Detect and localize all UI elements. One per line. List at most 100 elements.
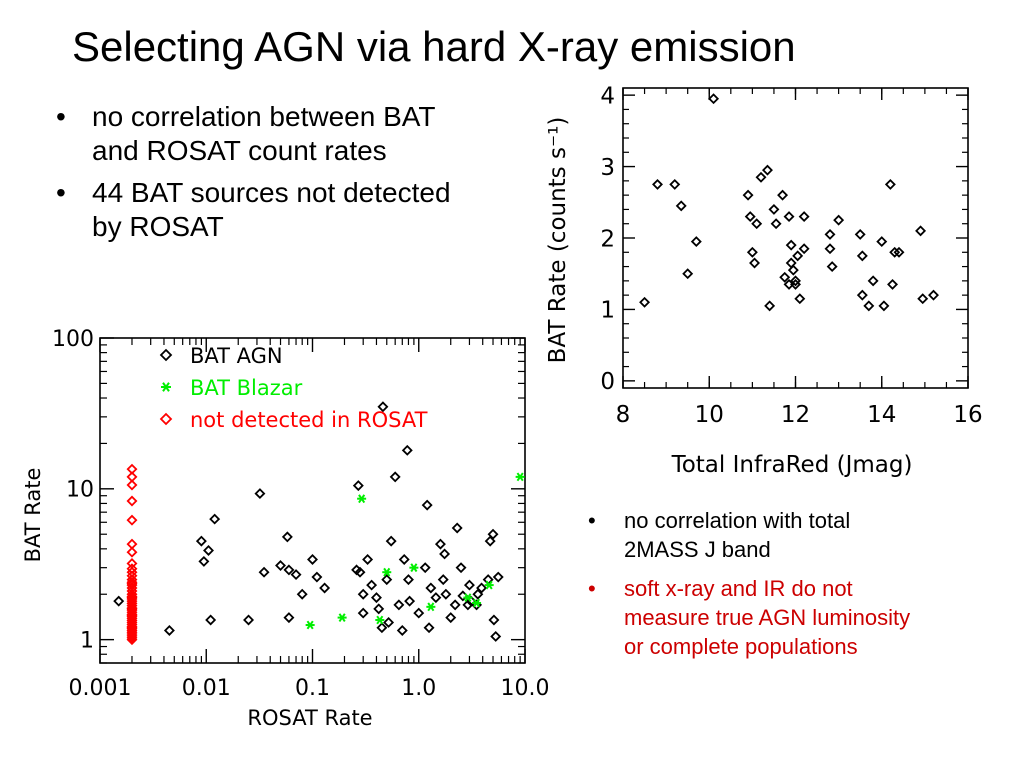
data-point-diamond [917, 293, 929, 305]
data-point-diamond [319, 582, 331, 594]
bullet-item: • no correlation with total 2MASS J band [588, 506, 928, 564]
bullet-text: 44 BAT sources not detected by ROSAT [92, 177, 451, 242]
data-point-diamond [281, 531, 293, 543]
data-point-diamond [126, 632, 138, 644]
x-tick-label: 10 [695, 402, 724, 428]
data-point-diamond [126, 628, 138, 640]
x-tick-label: 1.0 [401, 676, 436, 701]
y-axis-label: BAT Rate (counts s⁻¹) [545, 117, 571, 364]
data-point-diamond [690, 236, 702, 248]
data-point-diamond [377, 401, 389, 413]
data-point-diamond [366, 579, 378, 591]
data-point-diamond [354, 566, 366, 578]
data-point-diamond [878, 300, 890, 312]
x-tick-label: 14 [867, 402, 896, 428]
y-tick-label: 3 [600, 155, 615, 181]
data-point-diamond [928, 289, 939, 301]
data-point-diamond [826, 261, 838, 273]
x-tick-label: 0.1 [295, 676, 330, 701]
data-point-diamond [205, 614, 217, 626]
data-point-asterisk [382, 567, 392, 577]
data-point-diamond [401, 444, 413, 456]
data-point-diamond [463, 579, 475, 591]
data-point-diamond [462, 599, 474, 611]
data-point-diamond [393, 599, 405, 611]
data-point-diamond [296, 588, 308, 600]
data-point-diamond [770, 218, 782, 230]
data-point-diamond [430, 592, 442, 604]
data-point-diamond [398, 554, 410, 565]
data-point-diamond [708, 93, 720, 105]
data-point-diamond [163, 625, 175, 636]
data-point-diamond [476, 582, 488, 594]
legend: BAT AGN BAT Blazar not detected in ROSAT [159, 344, 428, 432]
x-tick-label: 10.0 [501, 676, 550, 701]
data-point-diamond [824, 228, 836, 240]
data-point-diamond [275, 560, 286, 572]
data-point-diamond [290, 569, 302, 581]
legend-label: not detected in ROSAT [190, 408, 428, 432]
data-point-diamond [440, 588, 452, 600]
data-point-diamond [203, 545, 214, 556]
data-point-diamond [455, 562, 467, 574]
data-point-diamond [385, 535, 397, 547]
data-point-diamond [126, 479, 138, 491]
data-point-diamond [357, 588, 369, 600]
y-tick-label: 4 [600, 83, 615, 109]
data-point-diamond [311, 571, 323, 583]
legend-marker [159, 412, 173, 426]
data-point-diamond [764, 300, 776, 312]
x-tick-label: 0.001 [69, 676, 132, 701]
bullet-item: • no correlation between BAT and ROSAT co… [56, 100, 456, 168]
data-point-asterisk [357, 494, 367, 504]
data-point-diamond [490, 630, 502, 642]
y-tick-label: 1 [80, 629, 94, 654]
x-axis-label: ROSAT Rate [247, 706, 372, 730]
legend-label: BAT AGN [190, 344, 283, 368]
data-point-diamond [887, 278, 899, 290]
x-tick-label: 0.01 [182, 676, 231, 701]
x-tick-label: 8 [616, 402, 631, 428]
data-point-diamond [198, 555, 210, 567]
data-point-diamond [889, 246, 901, 258]
data-point-diamond [854, 228, 866, 240]
data-point-diamond [746, 246, 758, 258]
bullet-item-red: • soft x-ray and IR do not measure true A… [588, 574, 928, 661]
data-point-diamond [488, 614, 500, 626]
data-point-diamond [915, 225, 927, 237]
data-point-diamond [744, 211, 756, 223]
data-point-diamond [749, 257, 761, 269]
data-point-diamond [126, 603, 138, 615]
data-point-diamond [383, 616, 395, 628]
left-bullet-list: • no correlation between BAT and ROSAT co… [56, 100, 456, 252]
data-point-diamond [419, 562, 431, 574]
bullet-marker: • [588, 576, 596, 601]
legend-marker [161, 382, 171, 392]
data-point-asterisk [515, 472, 525, 482]
data-point-diamond [639, 296, 651, 308]
y-tick-label: 1 [600, 298, 615, 324]
data-point-diamond [893, 246, 905, 258]
bullet-marker: • [56, 177, 66, 208]
data-point-diamond [389, 471, 401, 483]
data-point-diamond [126, 514, 138, 526]
data-point-diamond [307, 554, 318, 565]
data-point-asterisk [463, 593, 473, 602]
x-tick-label: 12 [781, 402, 810, 428]
data-point-asterisk [472, 598, 482, 608]
data-point-diamond [243, 614, 255, 626]
data-point-diamond [402, 574, 414, 586]
y-tick-label: 2 [600, 226, 615, 252]
data-point-diamond [652, 178, 663, 190]
data-point-asterisk [375, 615, 385, 625]
data-point-diamond [362, 554, 374, 565]
legend-marker [159, 348, 173, 362]
data-point-diamond [742, 189, 754, 201]
slide-title: Selecting AGN via hard X-ray emission [72, 23, 796, 70]
data-point-diamond [675, 200, 687, 212]
data-point-diamond [421, 499, 433, 511]
bullet-text: no correlation between BAT and ROSAT cou… [92, 101, 435, 166]
data-point-diamond [258, 566, 270, 578]
